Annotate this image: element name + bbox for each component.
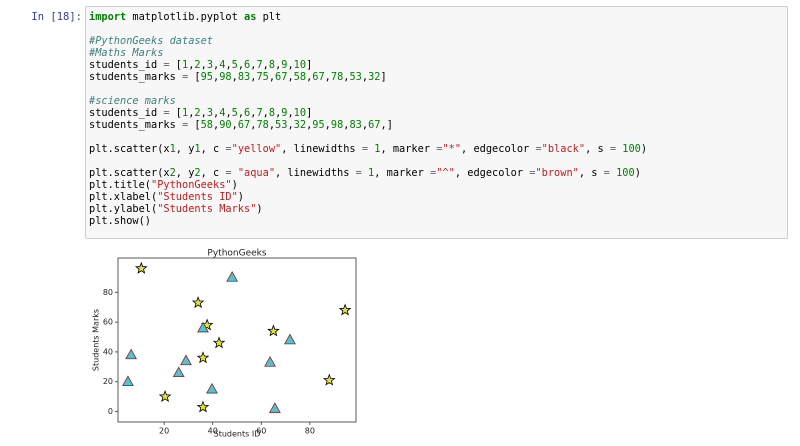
code-line: import matplotlib.pyplot as plt	[89, 11, 282, 23]
point	[267, 324, 280, 337]
point	[284, 333, 296, 345]
code-line: students_marks = [95,98,83,75,67,58,67,7…	[89, 71, 387, 83]
y-tick-label: 0	[108, 407, 113, 416]
code-line: students_id = [1,2,3,4,5,6,7,8,9,10]	[89, 59, 313, 71]
code-line: plt.show()	[89, 215, 151, 227]
point	[338, 303, 352, 316]
point	[122, 375, 134, 386]
point	[226, 271, 239, 282]
code-line: plt.ylabel("Students Marks")	[89, 203, 263, 215]
code-line: #Maths Marks	[89, 47, 164, 59]
y-tick-label: 40	[103, 347, 113, 356]
point	[264, 356, 276, 367]
code-line: plt.scatter(x2, y2, c = "aqua", linewidt…	[89, 167, 641, 179]
chart-title: PythonGeeks	[207, 249, 266, 259]
point	[180, 354, 192, 366]
point	[206, 382, 218, 394]
x-tick-label: 20	[159, 427, 169, 436]
y-axis-label: Students Marks	[92, 309, 101, 371]
point	[125, 348, 138, 360]
code-cell[interactable]: import matplotlib.pyplot as plt #PythonGe…	[85, 6, 788, 239]
point	[158, 390, 172, 403]
code-line: students_marks = [58,90,67,78,53,32,95,9…	[89, 119, 393, 131]
y-tick-label: 60	[103, 318, 113, 327]
code-line: #PythonGeeks dataset	[89, 35, 213, 47]
point	[196, 351, 210, 364]
code-line: #science marks	[89, 95, 176, 107]
point	[268, 402, 281, 413]
point	[134, 261, 148, 274]
point	[197, 321, 209, 333]
point	[191, 296, 205, 309]
code-line: plt.title("PythonGeeks")	[89, 179, 238, 191]
x-tick-label: 80	[305, 427, 315, 436]
point	[322, 373, 336, 386]
x-tick-label: 40	[208, 427, 218, 436]
cell-prompt: In [18]:	[31, 11, 82, 23]
point	[212, 336, 226, 349]
y-tick-label: 20	[103, 377, 113, 386]
plot-frame	[117, 257, 357, 423]
code-line: students_id = [1,2,3,4,5,6,7,8,9,10]	[89, 107, 313, 119]
code-line: plt.scatter(x1, y1, c ="yellow", linewid…	[89, 143, 648, 155]
x-axis-label: Students ID	[214, 430, 261, 439]
x-tick-label: 60	[256, 427, 266, 436]
y-tick-label: 80	[103, 288, 113, 297]
code-line: plt.xlabel("Students ID")	[89, 191, 244, 203]
point	[172, 366, 185, 378]
point	[196, 400, 210, 413]
